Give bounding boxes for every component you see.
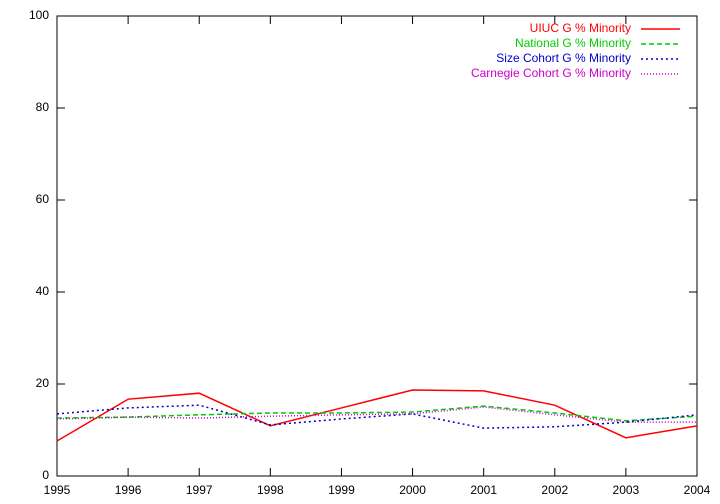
legend-label: Carnegie Cohort G % Minority	[471, 66, 631, 80]
y-tick-label: 60	[36, 192, 50, 206]
data-line	[56, 404, 698, 429]
data-line	[56, 389, 698, 442]
x-tick-label: 1998	[257, 483, 284, 497]
data-line	[56, 405, 698, 422]
legend-label: UIUC G % Minority	[530, 21, 631, 35]
x-tick-label: 1995	[44, 483, 71, 497]
y-tick-label: 40	[36, 284, 50, 298]
x-tick-label: 1996	[115, 483, 142, 497]
x-tick-label: 2003	[613, 483, 640, 497]
y-tick-label: 20	[36, 376, 50, 390]
x-tick-label: 2002	[541, 483, 568, 497]
x-tick-label: 1999	[328, 483, 355, 497]
y-tick-label: 100	[29, 8, 49, 22]
legend-label: National G % Minority	[515, 36, 631, 50]
x-tick-label: 2001	[470, 483, 497, 497]
legend-label: Size Cohort G % Minority	[496, 51, 631, 65]
plot-frame	[56, 15, 698, 477]
y-tick-label: 80	[36, 100, 50, 114]
x-tick-label: 2004	[684, 483, 711, 497]
x-tick-label: 2000	[399, 483, 426, 497]
y-tick-label: 0	[42, 468, 49, 482]
x-tick-label: 1997	[186, 483, 213, 497]
data-line	[56, 406, 697, 423]
